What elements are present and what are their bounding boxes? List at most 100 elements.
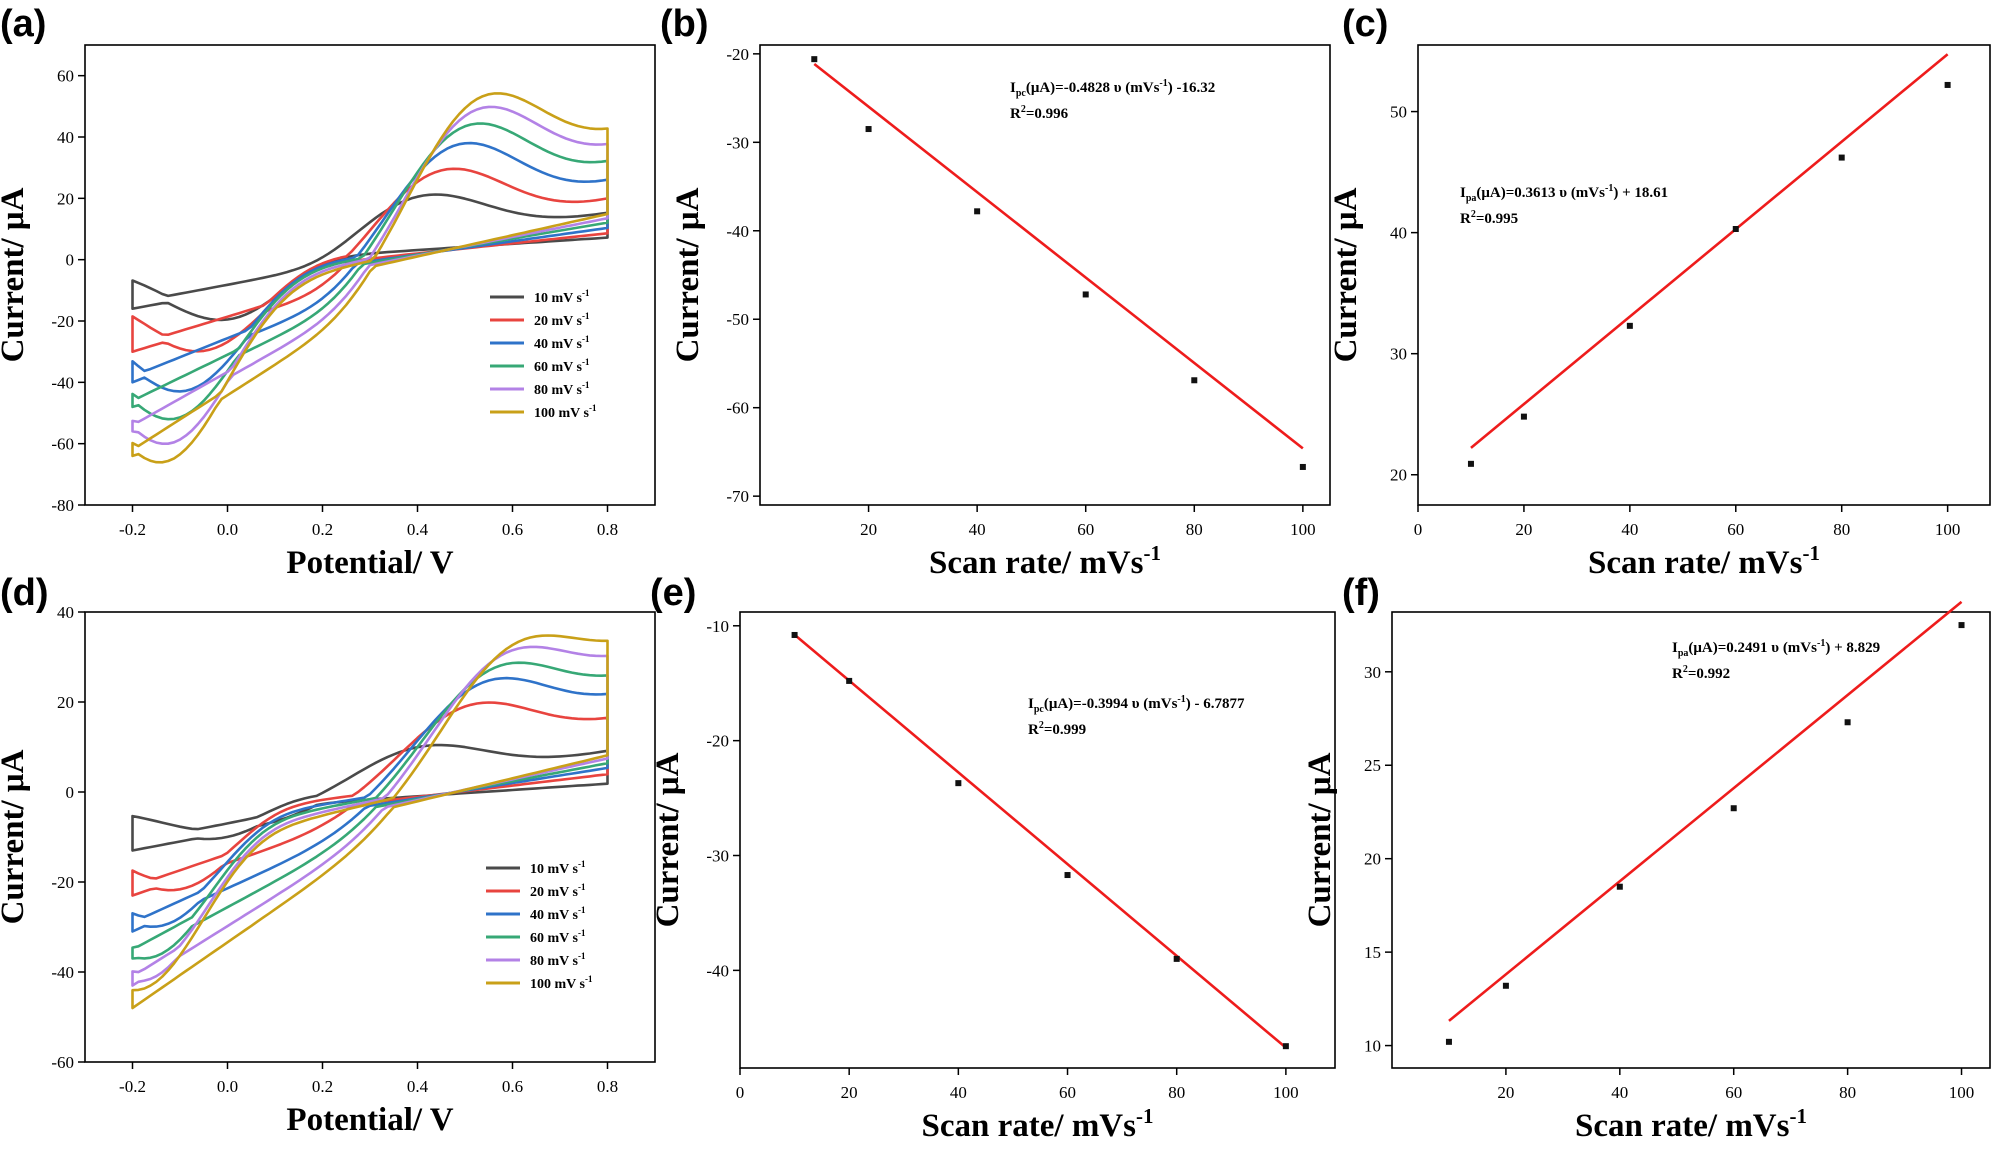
legend-label: 60 mV s — [530, 931, 579, 946]
plot-frame — [1391, 611, 1991, 1069]
panel-b: (b) 20 40 60 80 100 -70 -60 -50 -40 -30 -20 Scan rat… — [660, 3, 1331, 581]
y-tick-label: -60 — [51, 1053, 74, 1072]
data-point — [1445, 1038, 1452, 1045]
y-tick-label: 20 — [1364, 850, 1381, 869]
data-point — [1299, 463, 1306, 470]
cv-curve-2 — [131, 167, 609, 353]
legend-entry: 80 mV s-1 — [534, 380, 590, 398]
cv-curve-4 — [131, 122, 609, 421]
regression-equation: Ipa(μA)=0.3613 υ (mVs-1) + 18.61 — [1460, 183, 1668, 204]
data-point — [1626, 322, 1633, 329]
r2-tail: =0.996 — [1026, 106, 1069, 122]
x-axis-title: Scan rate/ mVs-1 — [1588, 541, 1820, 581]
data-point — [955, 780, 962, 787]
cv-curve-6 — [131, 92, 609, 464]
legend-entry: 10 mV s-1 — [534, 288, 590, 306]
y-tick-label: 20 — [57, 189, 74, 208]
legend-label: 100 mV s — [534, 406, 590, 421]
y-tick-label: -40 — [51, 373, 74, 392]
data-point — [1958, 622, 1965, 629]
data-point — [1844, 719, 1851, 726]
x-tick-label: 100 — [1935, 520, 1961, 539]
data-point — [1944, 81, 1951, 88]
x-tick-label: 40 — [950, 1083, 967, 1102]
y-tick-label: 40 — [57, 603, 74, 622]
plot-frame — [84, 44, 656, 506]
x-axis-title-sup: -1 — [1789, 1104, 1807, 1128]
legend-label: 60 mV s — [534, 360, 583, 375]
y-tick-label: 25 — [1364, 756, 1381, 775]
x-tick-label: 0.2 — [312, 520, 333, 539]
x-tick-label: 60 — [1727, 520, 1744, 539]
panel-label: (a) — [0, 3, 46, 45]
equation-mid: (μA)=-0.3994 υ (mVs — [1044, 696, 1178, 712]
legend-sup: -1 — [582, 311, 590, 321]
cv-curve-3 — [131, 676, 609, 933]
r2-tail: =0.999 — [1044, 722, 1086, 738]
equation-sup: -1 — [1605, 183, 1613, 194]
data-point — [1616, 883, 1623, 890]
y-tick-label: 15 — [1364, 943, 1381, 962]
equation-mid: (μA)=0.2491 υ (mVs — [1688, 640, 1817, 656]
y-tick-label: 20 — [1390, 466, 1407, 485]
legend-label: 80 mV s — [530, 954, 579, 969]
legend-entry: 20 mV s-1 — [534, 311, 590, 329]
r2-sup: 2 — [1021, 104, 1026, 115]
y-tick-label: 40 — [1390, 224, 1407, 243]
legend-entry: 100 mV s-1 — [530, 974, 593, 992]
legend-label: 80 mV s — [534, 383, 583, 398]
data-point — [865, 126, 872, 133]
cv-curve-5 — [131, 105, 609, 445]
equation-sub: pc — [1016, 88, 1027, 99]
data-point — [1730, 805, 1737, 812]
equation-tail: ) -16.32 — [1168, 80, 1216, 96]
data-point — [846, 677, 853, 684]
x-tick-label: 20 — [841, 1083, 858, 1102]
data-point — [1191, 377, 1198, 384]
y-tick-label: 0 — [66, 783, 75, 802]
x-tick-label: 60 — [1725, 1083, 1742, 1102]
equation-lead: I — [1672, 640, 1678, 656]
x-axis-title: Scan rate/ mVs-1 — [929, 541, 1161, 581]
panel-label: (f) — [1342, 572, 1380, 614]
data-point — [791, 631, 798, 638]
x-tick-label: 0.2 — [312, 1077, 333, 1096]
fit-line — [1448, 600, 1963, 1022]
x-tick-label: 20 — [860, 520, 877, 539]
x-tick-label: 100 — [1290, 520, 1316, 539]
x-axis-title: Scan rate/ mVs-1 — [922, 1104, 1154, 1144]
y-tick-label: -40 — [726, 222, 749, 241]
data-point — [1082, 291, 1089, 298]
y-tick-label: 50 — [1390, 103, 1407, 122]
y-axis-title: Current/ μA — [0, 749, 31, 924]
y-axis-title: Current/ μA — [0, 187, 31, 362]
y-tick-label: -10 — [706, 617, 729, 636]
cv-curve-5 — [131, 645, 609, 987]
legend-label: 10 mV s — [534, 291, 583, 306]
legend-sup: -1 — [578, 951, 586, 961]
legend-label: 10 mV s — [530, 862, 579, 877]
data-point — [1732, 226, 1739, 232]
y-tick-label: -30 — [726, 133, 749, 152]
r2-sup: 2 — [1039, 720, 1044, 731]
y-tick-label: -20 — [726, 45, 749, 64]
x-tick-label: -0.2 — [119, 520, 146, 539]
legend-entry: 60 mV s-1 — [530, 928, 586, 946]
plot-frame — [84, 611, 656, 1063]
legend-entry: 100 mV s-1 — [534, 403, 597, 421]
y-tick-label: -60 — [51, 435, 74, 454]
x-tick-label: 0.0 — [217, 1077, 238, 1096]
legend-label: 20 mV s — [534, 314, 583, 329]
y-tick-label: -40 — [706, 961, 729, 980]
x-tick-label: 80 — [1186, 520, 1203, 539]
legend-sup: -1 — [582, 380, 590, 390]
equation-sup: -1 — [1159, 78, 1167, 89]
y-axis-title: Current/ μA — [670, 187, 706, 362]
x-axis-title-text: Scan rate/ mVs — [1575, 1108, 1790, 1144]
plot-frame — [1417, 44, 1991, 506]
legend-label: 40 mV s — [530, 908, 579, 923]
x-tick-label: 0.4 — [407, 1077, 429, 1096]
r2-sup: 2 — [1683, 664, 1688, 675]
